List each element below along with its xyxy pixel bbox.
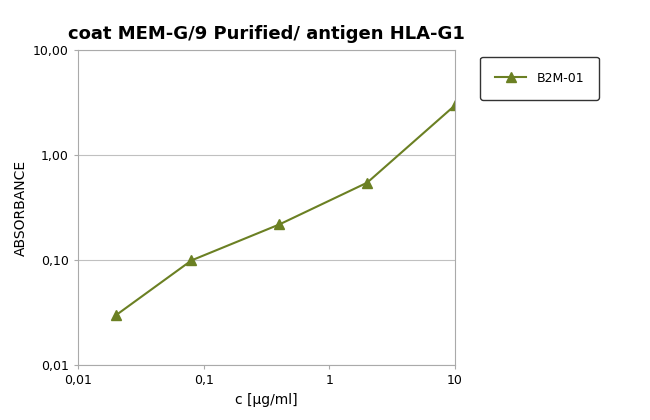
X-axis label: c [µg/ml]: c [µg/ml] <box>235 393 298 407</box>
B2M-01 <box>276 222 283 227</box>
Y-axis label: ABSORBANCE: ABSORBANCE <box>14 160 27 256</box>
Legend: B2M-01: B2M-01 <box>480 57 599 100</box>
Title: coat MEM-G/9 Purified/ antigen HLA-G1: coat MEM-G/9 Purified/ antigen HLA-G1 <box>68 25 465 43</box>
B2M-01 <box>363 180 371 185</box>
B2M-01 <box>451 103 459 108</box>
B2M-01 <box>188 258 196 263</box>
B2M-01 <box>112 313 120 318</box>
Line: B2M-01: B2M-01 <box>111 100 460 320</box>
